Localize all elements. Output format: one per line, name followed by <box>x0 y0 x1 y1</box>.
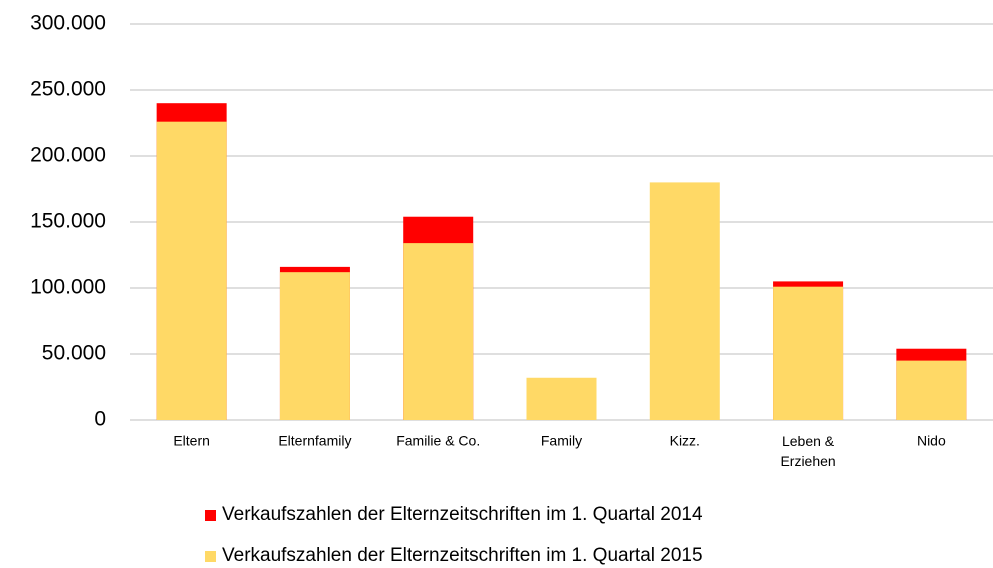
y-tick-label: 200.000 <box>30 144 106 167</box>
y-tick-label: 0 <box>94 408 106 431</box>
x-tick-label: Family <box>541 433 582 449</box>
y-tick-label: 100.000 <box>30 276 106 299</box>
bar <box>156 121 227 421</box>
x-tick-label: Leben & Erziehen <box>780 433 835 469</box>
bar <box>526 377 597 420</box>
bar <box>773 286 844 420</box>
y-tick-label: 50.000 <box>42 342 106 365</box>
x-tick-label: Nido <box>917 433 946 449</box>
bar <box>896 360 967 420</box>
x-tick-label: Kizz. <box>670 433 700 449</box>
y-tick-label: 300.000 <box>30 12 106 35</box>
x-tick-label: Eltern <box>173 433 210 449</box>
legend-label: Verkaufszahlen der Elternzeitschriften i… <box>222 545 703 566</box>
bar <box>403 243 474 420</box>
y-tick-label: 250.000 <box>30 78 106 101</box>
x-tick-label: Familie & Co. <box>396 433 480 449</box>
bar <box>649 182 720 420</box>
bar <box>279 272 350 420</box>
y-tick-label: 150.000 <box>30 210 106 233</box>
legend-label: Verkaufszahlen der Elternzeitschriften i… <box>222 504 703 525</box>
legend-swatch <box>205 510 216 521</box>
x-tick-label: Elternfamily <box>278 433 351 449</box>
legend-swatch <box>205 551 216 562</box>
